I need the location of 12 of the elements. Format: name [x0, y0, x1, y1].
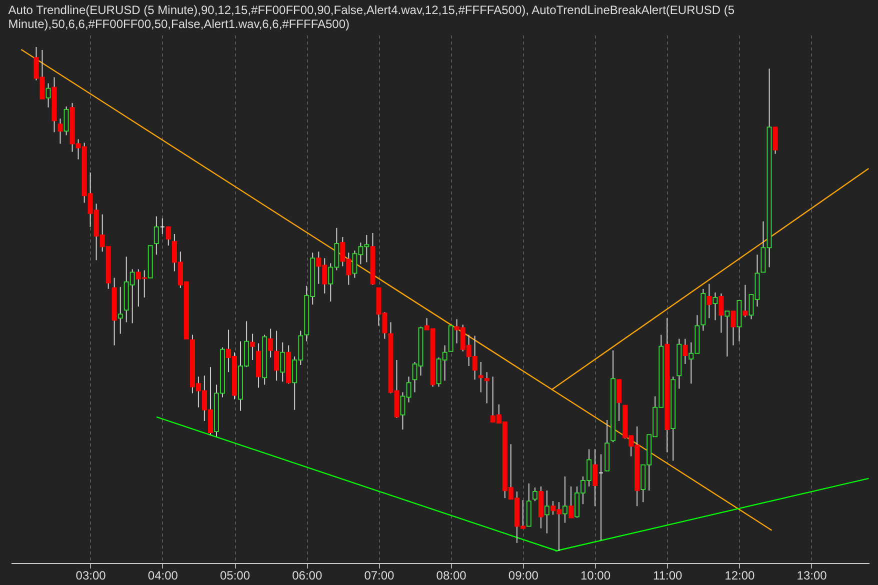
x-tick-label: 11:00 [653, 568, 683, 582]
x-tick-label: 10:00 [580, 568, 611, 582]
x-tick-label: 09:00 [508, 568, 539, 582]
x-tick-label: 13:00 [796, 568, 828, 582]
x-tick-label: 12:00 [724, 568, 756, 582]
x-tick-label: 07:00 [364, 568, 395, 582]
x-tick-label: 06:00 [292, 568, 322, 582]
x-tick-label: 03:00 [76, 568, 106, 582]
x-tick-label: 05:00 [220, 568, 250, 582]
x-tick-label: 08:00 [436, 568, 467, 582]
x-tick-label: 04:00 [148, 568, 178, 582]
chart-title: Auto Trendline(EURUSD (5 Minute),90,12,15,#FF00FF00,90,False,Alert4.wav,12,15,#FFFFA500), AutoTrendLineBreakAlert(EURUSD (5 Minute),50,6,6,#FF00FF00,50,False,Alert1.wav,6,6,#FFFFA500) [8, 3, 735, 31]
